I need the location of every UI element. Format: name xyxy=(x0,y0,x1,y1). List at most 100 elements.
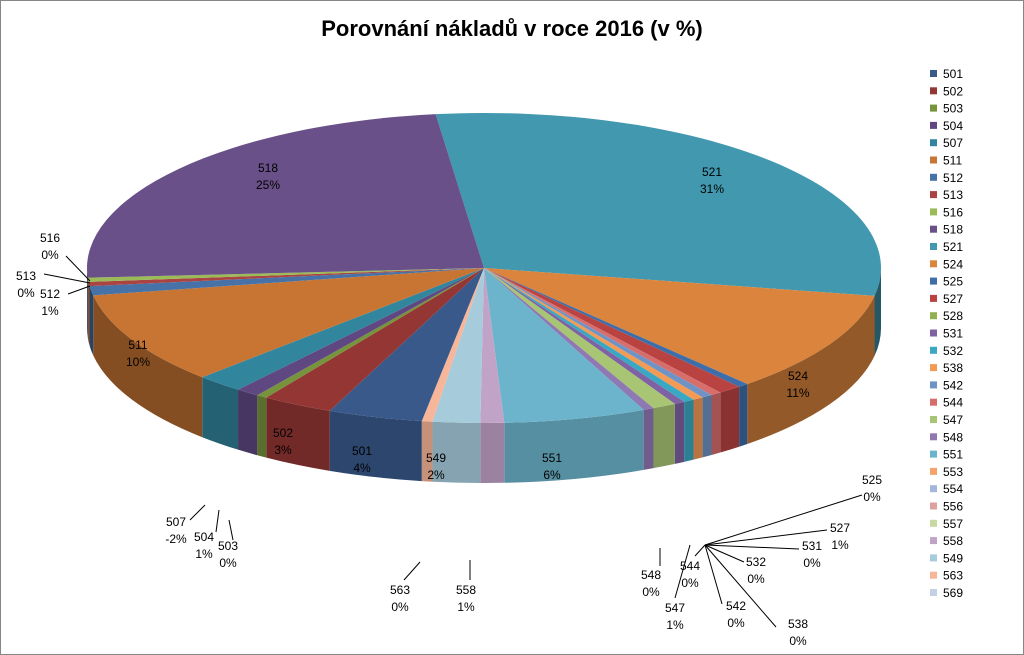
data-label-name-501: 501 xyxy=(352,444,372,458)
slice-side-524 xyxy=(747,295,875,445)
leader-line-544 xyxy=(694,544,706,557)
slice-549 xyxy=(432,268,484,423)
slice-538 xyxy=(484,268,703,400)
legend-swatch-532 xyxy=(930,346,937,354)
leader-line-503 xyxy=(228,519,234,541)
slice-side-518 xyxy=(87,268,88,338)
leader-line-547 xyxy=(674,544,691,599)
data-label-value-544: 0% xyxy=(681,576,699,590)
legend-swatch-501 xyxy=(930,70,937,77)
legend-swatch-513 xyxy=(930,191,937,199)
legend-swatch-512 xyxy=(930,173,937,181)
data-label-value-558: 1% xyxy=(457,600,475,614)
legend-label-557: 557 xyxy=(943,517,963,531)
slice-518 xyxy=(87,114,484,278)
legend: 501 502 503 504 507 511 512 513 516 518 521 524 525 5… xyxy=(930,67,963,600)
legend-swatch-516 xyxy=(930,208,937,216)
legend-swatch-563 xyxy=(930,571,937,579)
data-label-value-551: 6% xyxy=(543,468,561,482)
data-label-value-516: 0% xyxy=(41,248,59,262)
legend-swatch-521 xyxy=(930,243,937,250)
leader-line-507 xyxy=(189,504,206,521)
leader-line-512 xyxy=(67,285,91,295)
leader-line-532 xyxy=(704,544,745,563)
data-label-value-532: 0% xyxy=(747,572,765,586)
slice-side-513 xyxy=(88,281,90,347)
slice-side-501 xyxy=(329,410,422,482)
legend-label-554: 554 xyxy=(943,482,963,496)
data-label-value-502: 3% xyxy=(274,443,292,457)
leader-line-513 xyxy=(43,273,91,284)
data-label-name-532: 532 xyxy=(746,555,766,569)
slice-551 xyxy=(484,268,644,423)
data-label-value-524: 11% xyxy=(786,386,809,400)
legend-label-516: 516 xyxy=(943,205,963,219)
data-label-name-525: 525 xyxy=(862,473,882,487)
slice-521 xyxy=(435,113,881,296)
legend-label-527: 527 xyxy=(943,292,963,306)
legend-label-547: 547 xyxy=(943,413,963,427)
legend-swatch-542 xyxy=(930,381,937,389)
leader-line-563 xyxy=(403,561,421,581)
slice-507 xyxy=(202,268,484,390)
slice-side-527 xyxy=(720,386,740,453)
data-label-value-525: 0% xyxy=(863,490,881,504)
data-label-value-512: 1% xyxy=(41,304,59,318)
data-label-name-518: 518 xyxy=(258,161,278,175)
data-label-name-521: 521 xyxy=(702,165,722,179)
legend-swatch-511 xyxy=(930,156,937,164)
data-label-value-521: 31% xyxy=(700,182,724,196)
slice-563 xyxy=(421,268,484,422)
data-label-name-512: 512 xyxy=(40,287,60,301)
slice-side-532 xyxy=(684,399,694,462)
legend-label-518: 518 xyxy=(943,223,963,237)
slice-542 xyxy=(484,268,712,398)
data-label-value-511: 10% xyxy=(126,355,150,369)
legend-swatch-556 xyxy=(930,502,937,510)
legend-swatch-554 xyxy=(930,485,937,493)
data-label-name-542: 542 xyxy=(726,599,746,613)
pie-top xyxy=(87,113,881,424)
slice-502 xyxy=(266,268,484,411)
data-label-name-549: 549 xyxy=(426,451,446,465)
slice-side-521 xyxy=(874,268,881,356)
slice-513 xyxy=(88,268,484,287)
data-label-name-538: 538 xyxy=(788,617,808,631)
data-label-name-551: 551 xyxy=(542,451,562,465)
slice-525 xyxy=(484,268,748,387)
legend-label-525: 525 xyxy=(943,275,963,289)
data-label-name-531: 531 xyxy=(802,539,822,553)
slice-side-558 xyxy=(480,422,505,483)
slice-side-548 xyxy=(643,408,654,470)
pie-sides xyxy=(87,268,881,483)
data-label-value-548: 0% xyxy=(642,585,660,599)
legend-swatch-518 xyxy=(930,225,937,233)
slice-side-547 xyxy=(653,403,675,469)
data-label-name-544: 544 xyxy=(680,559,700,573)
data-label-name-516: 516 xyxy=(40,231,60,245)
legend-label-507: 507 xyxy=(943,136,963,150)
leader-line-525 xyxy=(704,494,863,546)
legend-swatch-547 xyxy=(930,416,937,423)
chart-title: Porovnání nákladů v roce 2016 (v %) xyxy=(321,16,702,41)
legend-label-544: 544 xyxy=(943,396,963,410)
legend-swatch-548 xyxy=(930,433,937,441)
legend-swatch-558 xyxy=(930,537,937,545)
legend-swatch-504 xyxy=(930,121,937,129)
legend-label-558: 558 xyxy=(943,534,963,548)
legend-label-521: 521 xyxy=(943,240,963,254)
data-label-value-563: 0% xyxy=(391,600,409,614)
data-label-name-507: 507 xyxy=(166,515,186,529)
slice-531 xyxy=(484,268,685,404)
slice-side-503 xyxy=(257,395,267,458)
slice-558 xyxy=(480,268,505,424)
legend-swatch-503 xyxy=(930,104,937,112)
slice-side-542 xyxy=(702,395,712,458)
data-label-value-542: 0% xyxy=(727,616,745,630)
slice-503 xyxy=(257,268,484,398)
data-label-name-504: 504 xyxy=(194,530,214,544)
data-label-value-527: 1% xyxy=(831,538,849,552)
leader-line-538 xyxy=(704,544,777,628)
data-label-name-511: 511 xyxy=(128,338,147,352)
legend-label-504: 504 xyxy=(943,119,963,133)
